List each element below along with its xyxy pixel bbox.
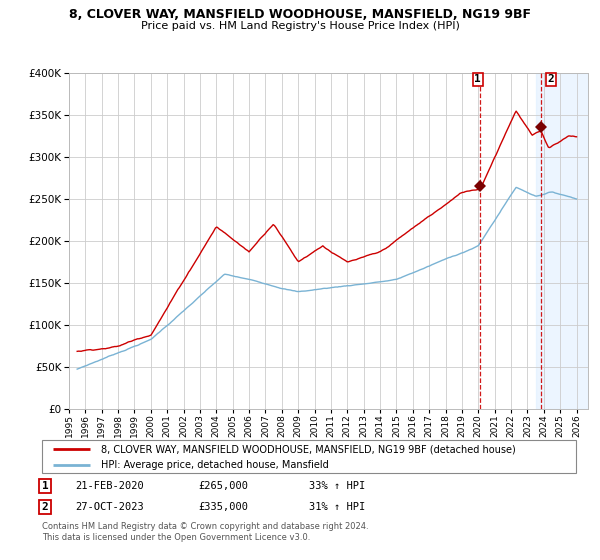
Text: HPI: Average price, detached house, Mansfield: HPI: Average price, detached house, Mans… bbox=[101, 460, 328, 470]
Text: 21-FEB-2020: 21-FEB-2020 bbox=[75, 481, 144, 491]
Text: £265,000: £265,000 bbox=[198, 481, 248, 491]
Text: 33% ↑ HPI: 33% ↑ HPI bbox=[309, 481, 365, 491]
Text: 8, CLOVER WAY, MANSFIELD WOODHOUSE, MANSFIELD, NG19 9BF: 8, CLOVER WAY, MANSFIELD WOODHOUSE, MANS… bbox=[69, 8, 531, 21]
Text: 2: 2 bbox=[41, 502, 49, 512]
Text: Contains HM Land Registry data © Crown copyright and database right 2024.: Contains HM Land Registry data © Crown c… bbox=[42, 522, 368, 531]
Text: This data is licensed under the Open Government Licence v3.0.: This data is licensed under the Open Gov… bbox=[42, 533, 310, 542]
Text: Price paid vs. HM Land Registry's House Price Index (HPI): Price paid vs. HM Land Registry's House … bbox=[140, 21, 460, 31]
Text: £335,000: £335,000 bbox=[198, 502, 248, 512]
Text: 2: 2 bbox=[547, 74, 554, 85]
Text: 8, CLOVER WAY, MANSFIELD WOODHOUSE, MANSFIELD, NG19 9BF (detached house): 8, CLOVER WAY, MANSFIELD WOODHOUSE, MANS… bbox=[101, 444, 515, 454]
Bar bbox=[536, 73, 588, 409]
Text: 1: 1 bbox=[41, 481, 49, 491]
Text: 1: 1 bbox=[475, 74, 481, 85]
Text: 27-OCT-2023: 27-OCT-2023 bbox=[75, 502, 144, 512]
Text: 31% ↑ HPI: 31% ↑ HPI bbox=[309, 502, 365, 512]
